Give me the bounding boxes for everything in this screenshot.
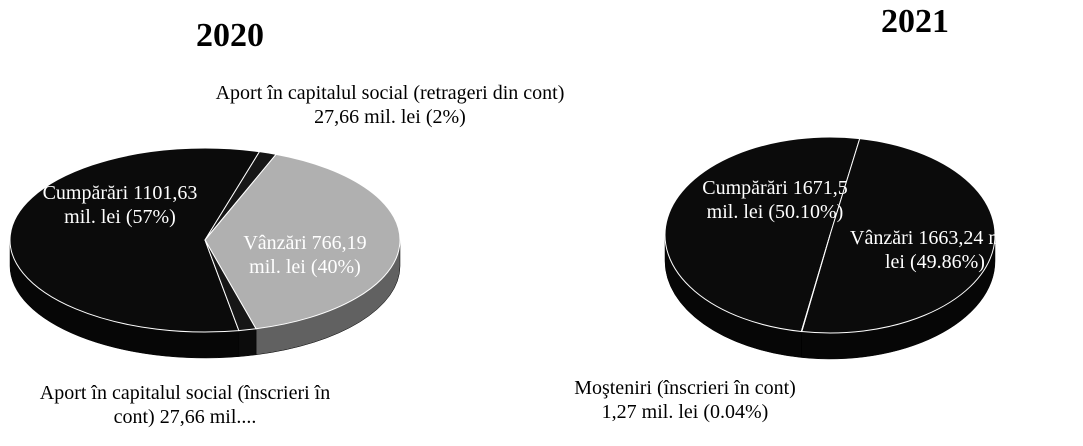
- slice-value: 27,66 mil. lei (2%): [314, 106, 466, 128]
- pie-slice: [801, 138, 996, 334]
- slice-value: 1101,63 mil. lei (57%): [64, 182, 198, 228]
- slice-value: 1671,5 mil. lei (50.10%): [706, 177, 848, 223]
- slice-label: Moşteniri (înscrieri în cont) 1,27 mil. …: [560, 376, 810, 424]
- pie-slice: [664, 136, 861, 333]
- slice-label: Vânzări 1663,24 mil. lei (49.86%): [840, 226, 1030, 274]
- slice-value: 1,27 mil. lei (0.04%): [601, 401, 769, 423]
- slice-category: Cumpărări: [42, 182, 129, 204]
- slice-value: 766,19 mil. lei (40%): [249, 232, 367, 278]
- slice-label: Aport în capitalul social (înscrieri în …: [25, 381, 345, 429]
- slice-category: Cumpărări: [702, 177, 788, 199]
- pie-slice: [204, 153, 401, 330]
- slice-category: Aport în capitalul social (retrageri din…: [215, 82, 565, 104]
- pie-wall: [238, 328, 257, 357]
- slice-category: Vânzări: [243, 232, 307, 254]
- chart-title: 2021: [881, 3, 949, 40]
- chart-title: 2020: [196, 17, 264, 54]
- slice-value: 27,66 mil....: [159, 406, 257, 428]
- slice-category: Aport în capitalul social (înscrieri în …: [39, 382, 331, 428]
- pie-slice: [204, 239, 257, 332]
- slice-value: 1663,24 mil. lei (49.86%): [885, 227, 1020, 273]
- slice-category: Vânzări: [850, 227, 914, 249]
- slice-label: Cumpărări 1101,63 mil. lei (57%): [35, 181, 205, 229]
- pie-slice: [800, 234, 831, 333]
- pie-slice: [9, 147, 261, 333]
- slice-label: Cumpărări 1671,5 mil. lei (50.10%): [695, 176, 855, 224]
- slice-label: Vânzări 766,19 mil. lei (40%): [230, 231, 380, 279]
- slice-label: Aport în capitalul social (retrageri din…: [210, 81, 570, 129]
- slice-category: Moşteniri (înscrieri în cont): [574, 377, 796, 399]
